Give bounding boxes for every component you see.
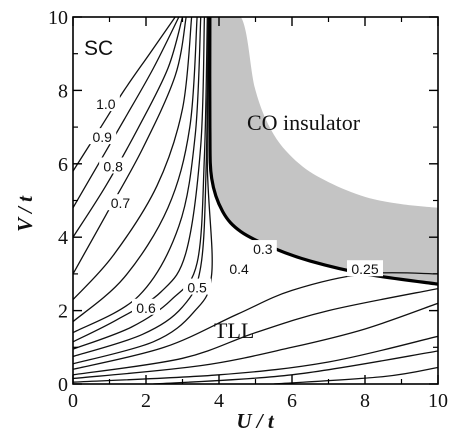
y-tick-label: 6 bbox=[58, 154, 68, 176]
contour-label-bg bbox=[248, 240, 277, 257]
contour-label-bg bbox=[183, 278, 212, 295]
contour-label-text: 0.25 bbox=[351, 261, 378, 277]
contour-label: 0.9 bbox=[88, 128, 117, 145]
contour-label-bg bbox=[347, 260, 383, 277]
contour-label-text: 0.8 bbox=[103, 158, 123, 174]
tll-region-label: TLL bbox=[214, 318, 254, 343]
contour-label: 0.4 bbox=[225, 260, 254, 277]
plot-area: 1.0 0.9 0.8 0.7 0.6 0.5 0.40.3 0.25 bbox=[73, 17, 438, 384]
contour-label: 0.3 bbox=[248, 240, 277, 257]
contour-line-unlabeled-11 bbox=[73, 272, 438, 370]
x-tick-label: 2 bbox=[141, 390, 151, 412]
contour-label: 0.7 bbox=[106, 194, 135, 211]
contour-label: 0.8 bbox=[99, 157, 128, 174]
contour-line-0-8 bbox=[73, 17, 184, 238]
contour-label-bg bbox=[225, 260, 254, 277]
contour-label: 0.25 bbox=[347, 260, 383, 277]
y-tick-label: 10 bbox=[48, 7, 68, 29]
contour-label-text: 0.6 bbox=[136, 300, 156, 316]
contour-label-text: 0.5 bbox=[187, 280, 207, 296]
contour-line-0-6 bbox=[73, 17, 206, 343]
contour-label-bg bbox=[88, 128, 117, 145]
contour-line-unlabeled-12 bbox=[73, 287, 438, 376]
y-tick-label: 0 bbox=[58, 374, 68, 396]
contour-line-unlabeled-14 bbox=[73, 335, 438, 383]
y-tick-label: 4 bbox=[58, 227, 68, 249]
contour-label-bg bbox=[99, 157, 128, 174]
contour-line-unlabeled-5 bbox=[73, 17, 198, 323]
contour-label: 0.6 bbox=[132, 298, 160, 316]
contour-line-unlabeled-4 bbox=[73, 17, 193, 301]
contour-label-text: 0.9 bbox=[92, 129, 112, 145]
x-tick-label: 0 bbox=[68, 390, 78, 412]
x-tick-label: 6 bbox=[287, 390, 297, 412]
contour-label-bg bbox=[132, 298, 160, 315]
sc-region-label: SC bbox=[84, 37, 113, 60]
contour-label-text: 0.3 bbox=[253, 241, 273, 257]
contour-line-0-9 bbox=[73, 17, 180, 209]
axes: 00 2 2 4 4 6 6 8 8 10 10 bbox=[48, 7, 448, 412]
contour-line-unlabeled-16 bbox=[273, 366, 438, 384]
y-axis-title: V / t bbox=[13, 195, 37, 232]
x-tick-label: 10 bbox=[428, 390, 448, 412]
contour-label-text: 0.7 bbox=[111, 195, 131, 211]
labels: SC CO insulator TLL U / t V / t bbox=[13, 37, 361, 433]
contour-label-text: 0.4 bbox=[229, 261, 249, 277]
co-insulator-label: CO insulator bbox=[247, 110, 361, 135]
contour-label-bg bbox=[106, 194, 135, 211]
contour-line-0-5 bbox=[73, 17, 208, 350]
contour-line-unlabeled-15 bbox=[153, 350, 438, 384]
x-tick-label: 8 bbox=[360, 390, 370, 412]
contour-line-unlabeled-13 bbox=[73, 302, 438, 380]
contour-line-0-7 bbox=[73, 17, 187, 275]
y-tick-label: 8 bbox=[58, 80, 68, 102]
contour-line-unlabeled-6 bbox=[73, 17, 202, 334]
x-tick-label: 4 bbox=[214, 390, 224, 412]
y-tick-label: 2 bbox=[58, 301, 68, 323]
contour-label: 1.0 bbox=[91, 95, 120, 112]
co-insulator-region bbox=[209, 17, 438, 285]
contour-label-bg bbox=[91, 95, 120, 112]
contour-label-text: 1.0 bbox=[96, 96, 116, 112]
x-axis-title: U / t bbox=[236, 409, 275, 433]
contour-label: 0.5 bbox=[183, 278, 212, 296]
